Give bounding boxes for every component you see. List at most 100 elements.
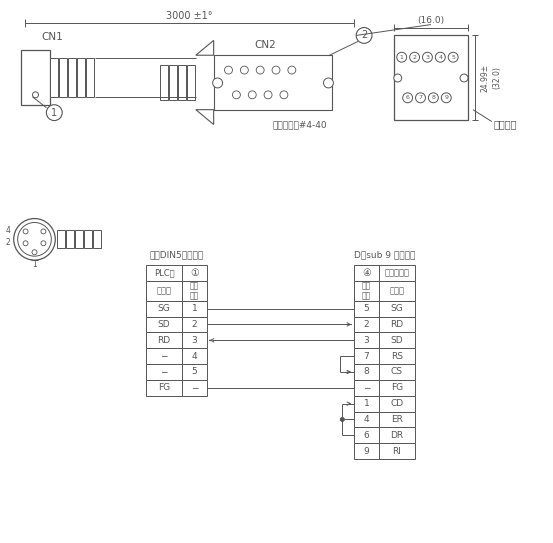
- Bar: [354, 317, 415, 332]
- Text: −: −: [160, 352, 168, 361]
- Circle shape: [32, 250, 37, 255]
- Text: 7: 7: [419, 95, 422, 100]
- Bar: [86, 58, 94, 97]
- Bar: [147, 281, 207, 301]
- Text: RI: RI: [392, 447, 401, 456]
- Circle shape: [429, 93, 439, 103]
- Bar: [394, 35, 468, 119]
- Text: 3: 3: [364, 336, 369, 345]
- Bar: [354, 443, 415, 459]
- Circle shape: [248, 91, 256, 99]
- Text: 3000 ±1°: 3000 ±1°: [166, 11, 213, 21]
- Text: 3: 3: [425, 55, 430, 60]
- Text: 3: 3: [191, 336, 197, 345]
- Text: 6: 6: [364, 431, 369, 440]
- Circle shape: [213, 78, 222, 88]
- Text: インチネジ#4-40: インチネジ#4-40: [273, 120, 327, 129]
- Text: −: −: [191, 383, 198, 392]
- Circle shape: [410, 52, 420, 62]
- Bar: [68, 58, 76, 97]
- Polygon shape: [196, 40, 213, 55]
- Bar: [147, 317, 207, 332]
- Bar: [354, 412, 415, 427]
- Circle shape: [356, 28, 372, 43]
- Bar: [354, 301, 415, 317]
- Circle shape: [18, 223, 51, 256]
- Bar: [354, 281, 415, 301]
- Circle shape: [232, 91, 241, 99]
- Bar: [354, 380, 415, 396]
- Circle shape: [415, 93, 425, 103]
- Text: SG: SG: [390, 304, 403, 313]
- Bar: [66, 230, 74, 248]
- Circle shape: [14, 218, 55, 260]
- Circle shape: [41, 229, 46, 234]
- Circle shape: [422, 52, 432, 62]
- Circle shape: [264, 91, 272, 99]
- Text: SD: SD: [390, 336, 403, 345]
- Text: 4: 4: [439, 55, 442, 60]
- Bar: [20, 50, 50, 105]
- Circle shape: [340, 418, 345, 421]
- Bar: [50, 58, 58, 97]
- Text: 1: 1: [51, 108, 58, 118]
- Circle shape: [256, 66, 264, 74]
- Text: 1: 1: [364, 399, 369, 408]
- Circle shape: [460, 74, 468, 82]
- Circle shape: [397, 52, 406, 62]
- Text: CD: CD: [390, 399, 403, 408]
- Bar: [77, 58, 85, 97]
- Bar: [160, 65, 168, 100]
- Circle shape: [241, 66, 248, 74]
- Text: ソケット: ソケット: [494, 119, 518, 130]
- Text: (32.0): (32.0): [492, 66, 501, 89]
- Text: 5: 5: [364, 304, 369, 313]
- Circle shape: [272, 66, 280, 74]
- Bar: [354, 348, 415, 364]
- Text: 2: 2: [6, 238, 11, 247]
- Text: ピン
番号: ピン 番号: [362, 281, 371, 300]
- Text: 5: 5: [451, 55, 455, 60]
- Text: RD: RD: [390, 320, 403, 329]
- Text: −: −: [363, 383, 371, 392]
- Text: SG: SG: [158, 304, 170, 313]
- Text: ピン
番号: ピン 番号: [190, 281, 199, 300]
- Text: 2: 2: [191, 320, 197, 329]
- Text: CS: CS: [391, 368, 403, 376]
- Bar: [147, 332, 207, 348]
- Circle shape: [23, 241, 28, 246]
- Bar: [75, 230, 83, 248]
- Text: ER: ER: [391, 415, 403, 424]
- Circle shape: [324, 78, 333, 88]
- Text: ①: ①: [190, 268, 199, 278]
- Bar: [147, 380, 207, 396]
- Text: CN1: CN1: [41, 33, 63, 42]
- Text: 4: 4: [6, 226, 11, 235]
- Text: 8: 8: [364, 368, 369, 376]
- Text: 4: 4: [364, 415, 369, 424]
- Polygon shape: [196, 110, 213, 124]
- Bar: [354, 396, 415, 412]
- Bar: [84, 230, 92, 248]
- Text: 8: 8: [431, 95, 435, 100]
- Bar: [213, 55, 332, 110]
- Bar: [147, 348, 207, 364]
- Circle shape: [448, 52, 458, 62]
- Circle shape: [394, 74, 401, 82]
- Bar: [187, 65, 195, 100]
- Text: 7: 7: [364, 352, 369, 361]
- Text: 5: 5: [191, 368, 197, 376]
- Circle shape: [435, 52, 445, 62]
- Text: 2: 2: [364, 320, 369, 329]
- Text: ④: ④: [362, 268, 371, 278]
- Text: SD: SD: [158, 320, 170, 329]
- Circle shape: [23, 229, 28, 234]
- Text: 9: 9: [364, 447, 369, 456]
- Circle shape: [280, 91, 288, 99]
- Text: 信号名: 信号名: [156, 286, 171, 295]
- Text: 2: 2: [413, 55, 416, 60]
- Text: PLC側: PLC側: [154, 268, 175, 277]
- Text: 4: 4: [191, 352, 197, 361]
- Text: 2: 2: [361, 30, 367, 40]
- Bar: [147, 364, 207, 380]
